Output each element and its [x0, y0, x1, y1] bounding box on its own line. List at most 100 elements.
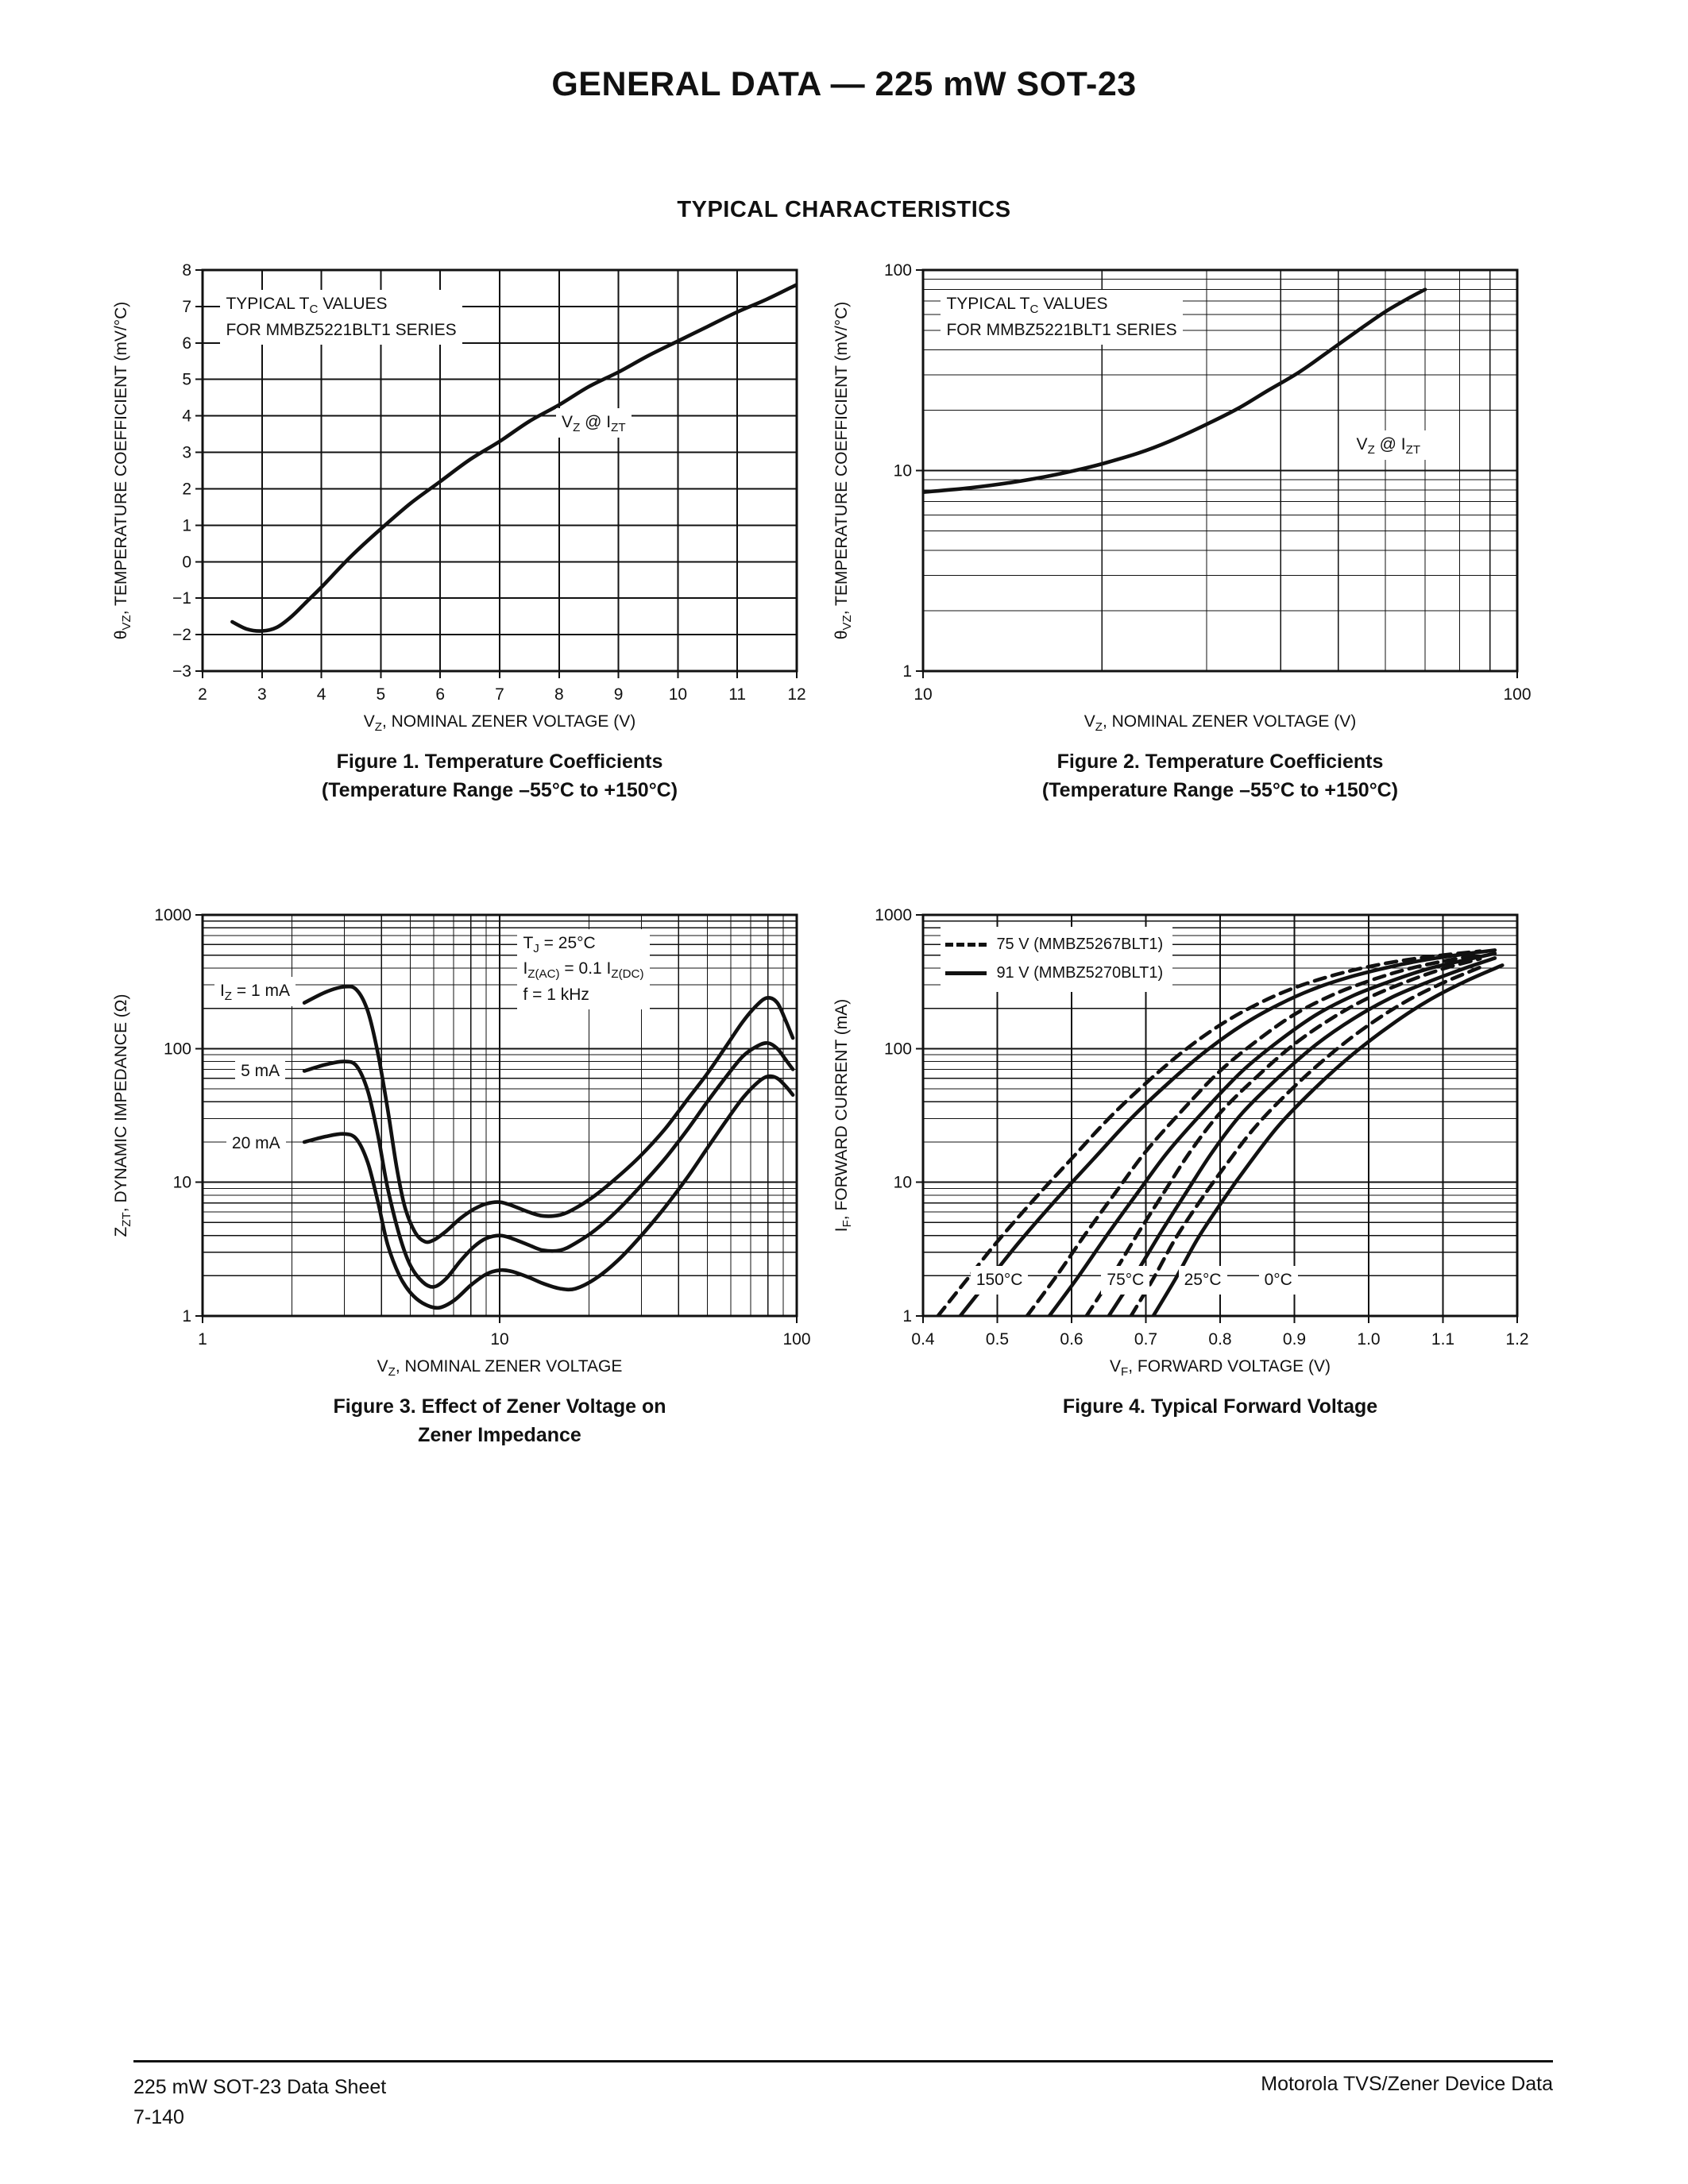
legend-label: 91 V (MMBZ5270BLT1) — [996, 964, 1164, 982]
figure4-y-tick-label: 10 — [894, 1174, 912, 1192]
page-title: GENERAL DATA — 225 mW SOT-23 — [551, 65, 1137, 103]
figure4-label-0c: 0°C — [1258, 1265, 1298, 1295]
figure1-caption-line1: Figure 1. Temperature Coefficients — [336, 751, 663, 773]
figure1-y-axis-title: θVZ, TEMPERATURE COEFFICIENT (mV/°C) — [112, 301, 134, 640]
figure1-y-tick-label: 3 — [182, 444, 191, 462]
figure4-chart: 0.4 0.5 0.6 0.7 0.8 0.9 1.0 1.1 1.2 1 10 100 1000 VF,… — [828, 891, 1553, 1415]
figure4-series-0c-91v — [1151, 963, 1505, 1316]
figure1-x-tick-label: 10 — [669, 685, 687, 704]
figure1-x-tick-label: 3 — [257, 685, 267, 704]
figure3-y-tick-label: 1 — [182, 1307, 191, 1325]
figure4-x-tick-label: 0.9 — [1283, 1330, 1306, 1349]
figure2-caption-line1: Figure 2. Temperature Coefficients — [1056, 751, 1384, 773]
figure1-x-axis-title: VZ, NOMINAL ZENER VOLTAGE (V) — [363, 712, 636, 735]
figure4-x-tick-label: 1.2 — [1505, 1330, 1528, 1349]
figure3-x-axis-title: VZ, NOMINAL ZENER VOLTAGE — [377, 1357, 623, 1379]
figure1-tc-values-note: TYPICAL TC VALUES FOR MMBZ5221BLT1 SERIES — [220, 290, 462, 345]
figure3-label-1ma: IZ = 1 mA — [214, 977, 295, 1006]
figure3-caption-line1: Figure 3. Effect of Zener Voltage on — [333, 1395, 666, 1418]
figure4-plot: 0.4 0.5 0.6 0.7 0.8 0.9 1.0 1.1 1.2 1 10 100 1000 — [875, 906, 1528, 1349]
figure4-legend-item-0: 75 V (MMBZ5267BLT1) — [945, 930, 1163, 959]
figure2-chart: 10 100 1 10 100 VZ, NOMINAL ZENER VOLTAGE (V)… — [828, 246, 1553, 770]
figure1-caption-line2: (Temperature Range –55°C to +150°C) — [321, 779, 678, 802]
figure3-y-axis-title: ZZT, DYNAMIC IMPEDANCE (Ω) — [112, 994, 134, 1237]
figure3-caption-line2: Zener Impedance — [418, 1424, 581, 1447]
figure4-label-25c: 25°C — [1178, 1265, 1227, 1295]
figure2-vz-izt-note: VZ @ IZT — [1350, 430, 1427, 460]
figure4-legend-item-1: 91 V (MMBZ5270BLT1) — [945, 959, 1163, 987]
figure3-series-iz-20ma — [302, 1074, 795, 1310]
figure1-x-tick-label: 2 — [198, 685, 207, 704]
figure2-y-tick-label: 100 — [884, 261, 912, 280]
figure1-series-tc-curve — [230, 283, 797, 633]
figure4-x-tick-label: 1.1 — [1431, 1330, 1454, 1349]
figure4-x-tick-label: 0.5 — [986, 1330, 1009, 1349]
figure3-ticks — [195, 914, 798, 1323]
figure1-y-tick-label: 7 — [182, 298, 191, 316]
figure1-chart: 2 3 4 5 6 7 8 9 10 11 12 −3 −2 −1 0 1 2 3 4 5 6 7 8 VZ, NOMINAL… — [107, 246, 832, 770]
figure2-y-tick-label: 10 — [894, 462, 912, 480]
figure3-x-tick-label: 100 — [782, 1330, 810, 1349]
dashed-line-sample — [945, 943, 987, 947]
figure4-caption: Figure 4. Typical Forward Voltage — [859, 1392, 1581, 1421]
figure3-label-5ma: 5 mA — [235, 1057, 286, 1086]
footer-brand: Motorola TVS/Zener Device Data — [1261, 2073, 1553, 2095]
figure1-x-tick-label: 6 — [435, 685, 445, 704]
figure2-grid — [922, 269, 1518, 672]
figure4-ticks — [916, 914, 1518, 1323]
figure4-label-75c: 75°C — [1101, 1265, 1150, 1295]
figure4-y-tick-label: 100 — [884, 1040, 912, 1058]
figure4-y-tick-label: 1000 — [875, 906, 912, 924]
figure1-y-tick-label: 5 — [182, 371, 191, 389]
figure4-series-0c-75v — [1129, 965, 1482, 1316]
figure4-series-75c-75v — [1025, 952, 1482, 1316]
figure4-x-axis-title: VF, FORWARD VOLTAGE (V) — [1110, 1357, 1331, 1379]
figure4-y-tick-label: 1 — [902, 1307, 912, 1325]
figure4-series-150c-75v — [936, 949, 1482, 1316]
figure3-series-iz-1ma — [302, 984, 795, 1244]
figure3-x-tick-label: 1 — [198, 1330, 207, 1349]
figure1-caption: Figure 1. Temperature Coefficients (Temp… — [139, 747, 860, 805]
figure4-caption-line1: Figure 4. Typical Forward Voltage — [1062, 1395, 1378, 1418]
figure4-label-150c: 150°C — [970, 1265, 1029, 1295]
figure3-y-tick-label: 1000 — [154, 906, 191, 924]
figure3-caption: Figure 3. Effect of Zener Voltage on Zen… — [139, 1392, 860, 1450]
figure4-x-tick-label: 0.6 — [1060, 1330, 1083, 1349]
figure4-x-tick-label: 0.8 — [1208, 1330, 1231, 1349]
figure1-x-tick-label: 12 — [787, 685, 805, 704]
figure1-y-tick-label: 0 — [182, 553, 191, 571]
figure4-x-tick-label: 0.7 — [1134, 1330, 1157, 1349]
figure1-y-tick-label: 8 — [182, 261, 191, 280]
figure2-ticks — [916, 269, 1518, 678]
figure2-y-axis-title: θVZ, TEMPERATURE COEFFICIENT (mV/°C) — [832, 301, 855, 640]
figure4-series-25c-91v — [1107, 956, 1497, 1316]
figure1-x-tick-label: 9 — [614, 685, 624, 704]
figure1-y-tick-label: 1 — [182, 516, 191, 534]
figure2-caption-line2: (Temperature Range –55°C to +150°C) — [1041, 779, 1399, 802]
solid-line-sample — [945, 971, 987, 976]
figure2-x-tick-label: 10 — [914, 685, 932, 704]
figure4-series-150c-91v — [958, 948, 1497, 1316]
figure1-x-tick-label: 11 — [728, 685, 746, 704]
figure3-grid — [202, 914, 798, 1317]
figure3-y-tick-label: 10 — [173, 1174, 191, 1192]
figure1-x-tick-label: 4 — [317, 685, 326, 704]
figure1-vz-izt-note: VZ @ IZT — [556, 408, 632, 438]
figure1-y-tick-label: −2 — [172, 626, 191, 644]
legend-label: 75 V (MMBZ5267BLT1) — [996, 936, 1164, 954]
figure3-plot: 1 10 100 1 10 100 1000 — [154, 906, 810, 1349]
footer-rule — [133, 2060, 1553, 2062]
figure4-y-axis-title: IF, FORWARD CURRENT (mA) — [832, 998, 855, 1233]
figure2-x-axis-title: VZ, NOMINAL ZENER VOLTAGE (V) — [1083, 712, 1357, 735]
figure3-y-tick-label: 100 — [164, 1040, 191, 1058]
figure3-label-20ma: 20 mA — [226, 1129, 286, 1159]
figure1-y-tick-label: 2 — [182, 480, 191, 498]
figure1-x-tick-label: 8 — [554, 685, 564, 704]
figure1-x-tick-label: 7 — [495, 685, 504, 704]
figure2-series-tc-curve — [923, 287, 1427, 494]
section-heading: TYPICAL CHARACTERISTICS — [677, 197, 1011, 222]
figure4-x-tick-label: 1.0 — [1357, 1330, 1380, 1349]
figure4-x-tick-label: 0.4 — [911, 1330, 935, 1349]
